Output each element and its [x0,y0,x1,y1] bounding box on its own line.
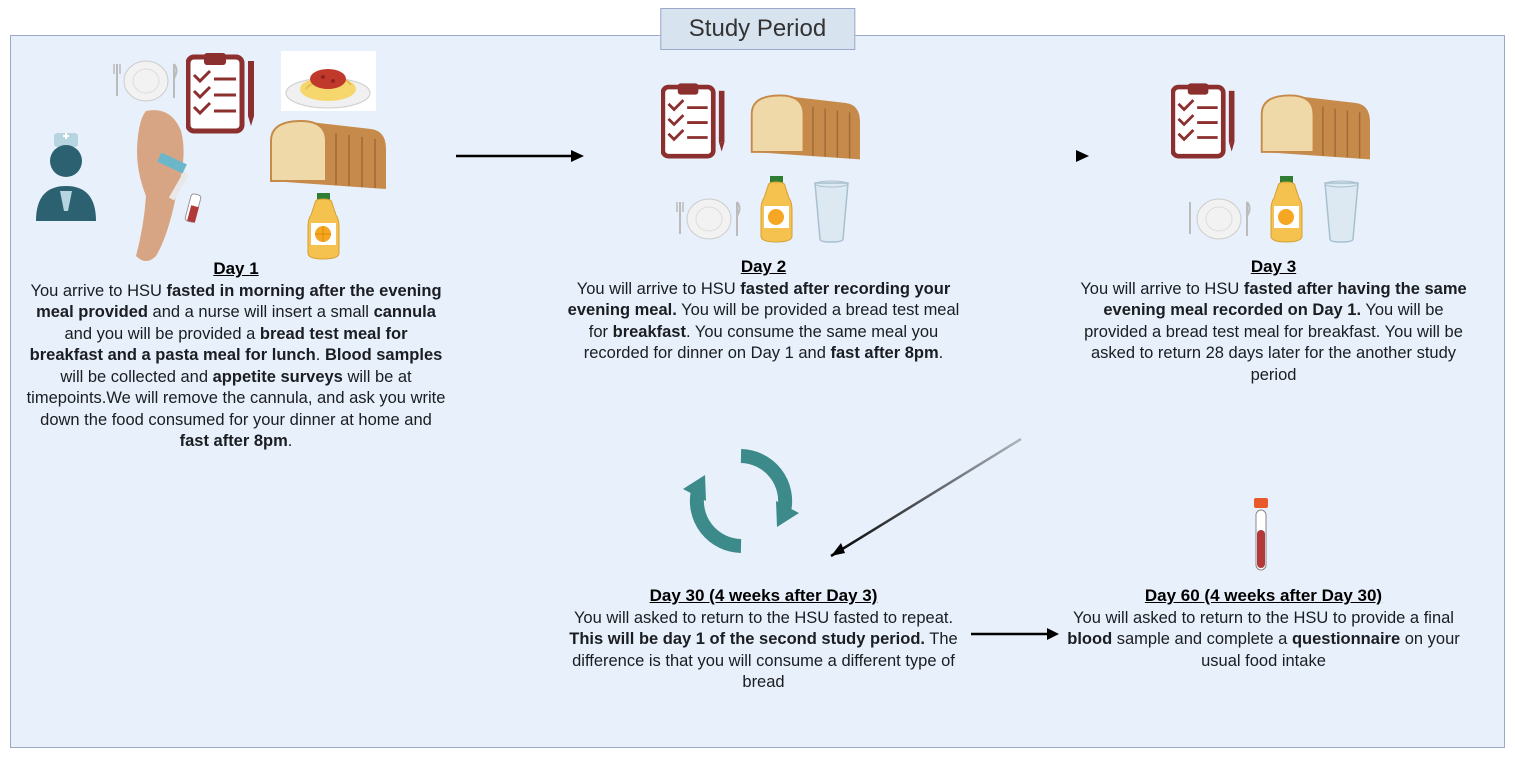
day2-text: You will arrive to HSU fasted after reco… [566,279,961,365]
juice-bottle-icon [754,174,799,249]
juice-bottle-icon [1264,174,1309,249]
water-glass-icon [809,179,854,249]
plate-icon [1184,194,1254,249]
bread-icon [741,86,866,171]
panel-day30: Day 30 (4 weeks after Day 3) You will as… [566,586,961,694]
cycle-arrows-icon [681,441,801,566]
plate-icon [111,56,181,111]
arm-cannula-icon [116,106,236,271]
nurse-icon [26,131,106,226]
diagram-container: Day 1 You arrive to HSU fasted in mornin… [10,35,1505,748]
juice-bottle-icon [301,191,346,266]
water-glass-icon [1319,179,1364,249]
blood-tube-icon [1246,496,1276,581]
day1-text: You arrive to HSU fasted in morning afte… [26,281,446,453]
pasta-icon [281,51,376,116]
day30-text: You will asked to return to the HSU fast… [566,608,961,694]
day2-heading: Day 2 [566,257,961,277]
day60-heading: Day 60 (4 weeks after Day 30) [1066,586,1461,606]
day3-heading: Day 3 [1076,257,1471,277]
arrow-day2-day3 [961,146,1091,171]
panel-day2: Day 2 You will arrive to HSU fasted afte… [566,81,961,365]
plate-icon [674,194,744,249]
panel-day1: Day 1 You arrive to HSU fasted in mornin… [26,51,446,453]
day3-text: You will arrive to HSU fasted after havi… [1076,279,1471,386]
panel-day60: Day 60 (4 weeks after Day 30) You will a… [1066,586,1461,672]
clipboard-icon [1171,81,1241,171]
arrow-day3-day30 [811,431,1031,576]
panel-day3: Day 3 You will arrive to HSU fasted afte… [1076,81,1471,386]
bread-icon [1251,86,1376,171]
arrow-day30-day60 [971,624,1061,649]
clipboard-icon [661,81,731,171]
day60-text: You will asked to return to the HSU to p… [1066,608,1461,672]
day1-heading: Day 1 [26,259,446,279]
day30-heading: Day 30 (4 weeks after Day 3) [566,586,961,606]
bread-icon [261,111,391,201]
study-period-banner: Study Period [660,8,855,50]
